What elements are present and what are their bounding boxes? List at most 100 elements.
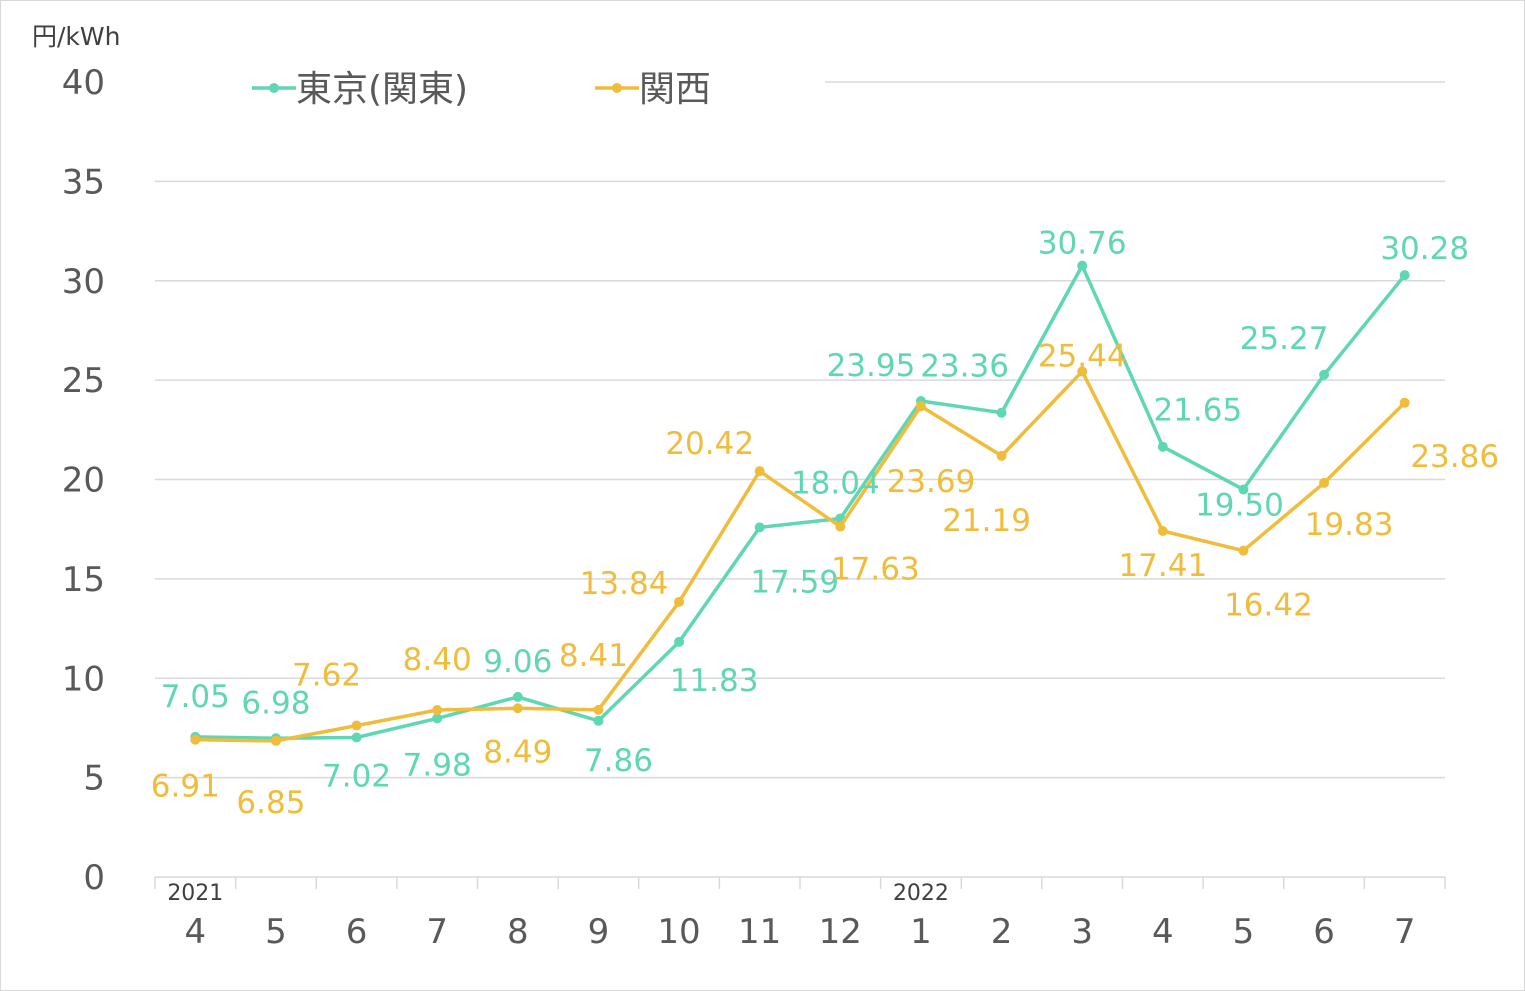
data-point bbox=[674, 636, 685, 647]
data-label: 23.86 bbox=[1410, 439, 1499, 475]
data-label: 6.91 bbox=[151, 769, 220, 805]
y-tick-label: 30 bbox=[62, 262, 105, 302]
y-axis-unit: 円/kWh bbox=[32, 22, 120, 51]
series-line-0 bbox=[195, 263, 1407, 741]
data-label: 19.83 bbox=[1305, 507, 1394, 543]
data-label: 25.27 bbox=[1240, 321, 1329, 357]
data-point bbox=[996, 450, 1007, 461]
data-label: 23.95 bbox=[827, 348, 916, 384]
data-point bbox=[1238, 545, 1249, 556]
data-point bbox=[915, 401, 926, 412]
x-tick-label: 2 bbox=[991, 912, 1013, 952]
y-tick-label: 40 bbox=[62, 63, 105, 103]
year-label: 2021 bbox=[167, 881, 223, 906]
data-label: 19.50 bbox=[1195, 487, 1284, 523]
x-tick-label: 11 bbox=[738, 912, 781, 952]
x-tick-label: 8 bbox=[507, 912, 529, 952]
data-label: 30.28 bbox=[1380, 231, 1469, 267]
data-label: 16.42 bbox=[1224, 588, 1313, 624]
data-point bbox=[593, 704, 604, 715]
data-label: 7.98 bbox=[403, 747, 472, 783]
data-point bbox=[674, 596, 685, 607]
data-point bbox=[754, 522, 765, 533]
series-line-1 bbox=[195, 369, 1406, 743]
data-point bbox=[1399, 397, 1410, 408]
data-point bbox=[1399, 270, 1410, 281]
data-label: 9.06 bbox=[483, 644, 552, 680]
data-point bbox=[512, 703, 523, 714]
legend-label: 関西 bbox=[639, 69, 711, 110]
data-label: 21.19 bbox=[942, 503, 1031, 539]
year-label: 2022 bbox=[893, 881, 949, 906]
data-label: 6.98 bbox=[241, 685, 310, 721]
series-lines bbox=[190, 260, 1410, 746]
data-label: 7.05 bbox=[161, 679, 230, 715]
gridlines bbox=[155, 81, 1445, 779]
legend-label: 東京(関東) bbox=[296, 69, 468, 110]
data-point bbox=[270, 735, 281, 746]
x-tick-label: 6 bbox=[346, 912, 368, 952]
x-tick-label: 10 bbox=[657, 912, 700, 952]
y-tick-label: 20 bbox=[62, 461, 105, 501]
data-label: 8.40 bbox=[403, 642, 472, 678]
data-label: 20.42 bbox=[665, 426, 754, 462]
data-point bbox=[996, 407, 1007, 418]
data-point bbox=[351, 732, 362, 743]
data-point bbox=[593, 715, 604, 726]
data-label: 21.65 bbox=[1153, 393, 1242, 429]
legend-marker bbox=[269, 83, 279, 93]
data-label: 6.85 bbox=[236, 785, 305, 821]
data-label: 7.02 bbox=[322, 758, 391, 794]
data-label: 17.59 bbox=[750, 564, 839, 600]
data-point bbox=[351, 720, 362, 731]
data-label: 11.83 bbox=[670, 663, 759, 699]
legend-marker bbox=[612, 83, 622, 93]
data-point bbox=[754, 466, 765, 477]
data-point bbox=[432, 705, 443, 716]
x-tick-label: 7 bbox=[426, 912, 448, 952]
y-tick-label: 35 bbox=[62, 162, 105, 202]
y-tick-label: 10 bbox=[62, 659, 105, 699]
x-tick-label: 9 bbox=[588, 912, 610, 952]
data-label: 13.84 bbox=[580, 566, 669, 602]
data-label: 17.63 bbox=[831, 552, 920, 588]
data-point bbox=[190, 734, 201, 745]
data-point bbox=[1157, 441, 1168, 452]
data-point bbox=[1077, 366, 1088, 377]
data-point bbox=[1157, 525, 1168, 536]
x-tick-label: 5 bbox=[1233, 912, 1255, 952]
data-point bbox=[835, 521, 846, 532]
data-labels: 7.05 6.987.02 7.989.067.8611.8317.5918.042… bbox=[151, 226, 1499, 821]
x-tick-label: 1 bbox=[910, 912, 932, 952]
legend: 東京(関東) 関西 bbox=[252, 69, 711, 110]
data-label: 23.69 bbox=[887, 464, 976, 500]
x-tick-label: 12 bbox=[819, 912, 862, 952]
data-point bbox=[1319, 369, 1330, 380]
x-tick-label: 4 bbox=[184, 912, 206, 952]
data-label: 7.86 bbox=[584, 743, 653, 779]
data-label: 23.36 bbox=[920, 349, 1009, 385]
y-tick-label: 0 bbox=[83, 858, 105, 898]
data-label: 18.04 bbox=[791, 465, 880, 501]
x-tick-label: 7 bbox=[1394, 912, 1416, 952]
y-tick-label: 15 bbox=[62, 560, 105, 600]
data-point bbox=[1319, 477, 1330, 488]
x-tick-label: 5 bbox=[265, 912, 287, 952]
data-point bbox=[1238, 484, 1249, 495]
y-tick-label: 25 bbox=[62, 361, 105, 401]
data-label: 30.76 bbox=[1038, 226, 1127, 262]
y-tick-label: 5 bbox=[83, 759, 105, 799]
data-label: 8.49 bbox=[483, 734, 552, 770]
data-label: 7.62 bbox=[292, 658, 361, 694]
x-tick-label: 4 bbox=[1152, 912, 1174, 952]
data-point bbox=[432, 713, 443, 724]
data-label: 25.44 bbox=[1038, 338, 1127, 374]
data-point bbox=[512, 691, 523, 702]
data-point bbox=[1077, 260, 1088, 271]
data-label: 8.41 bbox=[559, 638, 628, 674]
x-tick-label: 6 bbox=[1313, 912, 1335, 952]
data-label: 17.41 bbox=[1118, 548, 1207, 584]
